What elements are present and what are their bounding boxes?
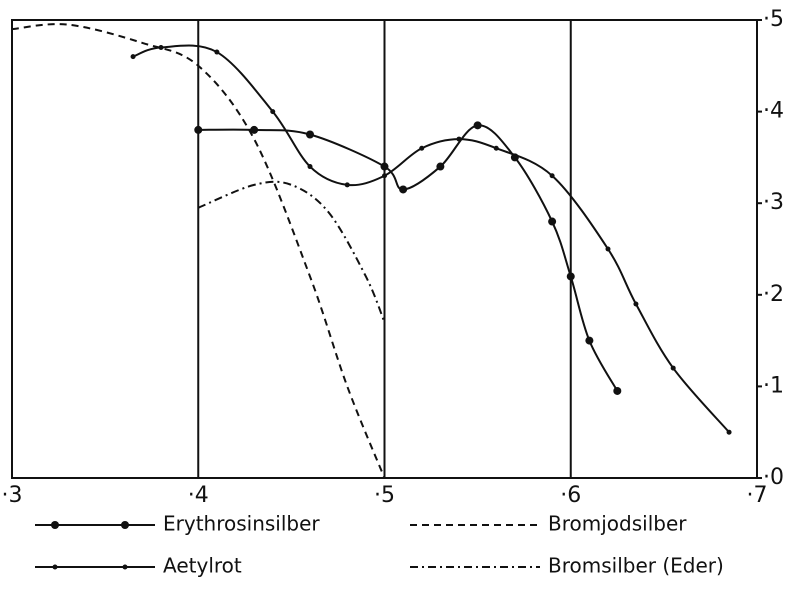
x-tick-label: ·4 bbox=[188, 483, 209, 508]
y-tick-label: ·3 bbox=[763, 190, 784, 215]
legend-label: Aetylrot bbox=[163, 554, 242, 578]
legend-marker bbox=[51, 521, 59, 529]
y-tick-label: ·4 bbox=[763, 99, 784, 124]
data-point bbox=[214, 49, 220, 55]
y-tick-label: ·1 bbox=[763, 373, 784, 398]
data-point bbox=[250, 125, 259, 134]
legend-marker bbox=[121, 521, 129, 529]
y-tick-label: ·0 bbox=[763, 465, 784, 490]
data-point bbox=[670, 365, 676, 371]
data-point bbox=[158, 44, 164, 50]
data-point bbox=[473, 121, 482, 130]
data-point bbox=[633, 301, 639, 307]
legend-label: Erythrosinsilber bbox=[163, 512, 320, 536]
data-point bbox=[493, 145, 499, 151]
y-tick-label: ·5 bbox=[763, 7, 784, 32]
legend-label: Bromsilber (Eder) bbox=[548, 554, 724, 578]
x-tick-label: ·7 bbox=[747, 483, 768, 508]
data-point bbox=[456, 136, 462, 142]
data-point bbox=[585, 336, 594, 345]
data-point bbox=[307, 164, 313, 170]
series-line bbox=[198, 124, 619, 392]
data-point bbox=[613, 386, 622, 395]
data-point bbox=[549, 173, 555, 179]
data-point bbox=[605, 246, 611, 252]
data-point bbox=[270, 109, 276, 115]
x-tick-label: ·5 bbox=[374, 483, 395, 508]
data-point bbox=[399, 185, 408, 194]
data-point bbox=[344, 182, 350, 188]
data-point bbox=[566, 272, 575, 281]
x-tick-label: ·3 bbox=[2, 483, 23, 508]
y-tick-label: ·2 bbox=[763, 282, 784, 307]
data-point bbox=[306, 130, 314, 139]
legend-marker bbox=[122, 564, 128, 570]
series-line bbox=[132, 44, 730, 433]
data-point bbox=[419, 145, 425, 151]
data-point bbox=[380, 162, 389, 171]
series-line bbox=[11, 23, 386, 479]
x-tick-label: ·6 bbox=[560, 483, 581, 508]
data-point bbox=[382, 173, 387, 179]
data-point bbox=[548, 217, 557, 226]
data-point bbox=[436, 162, 445, 171]
data-point bbox=[130, 54, 136, 60]
data-point bbox=[194, 125, 203, 134]
legend-marker bbox=[52, 564, 58, 570]
legend-label: Bromjodsilber bbox=[548, 512, 687, 536]
series-line bbox=[197, 180, 386, 323]
data-point bbox=[726, 429, 732, 435]
